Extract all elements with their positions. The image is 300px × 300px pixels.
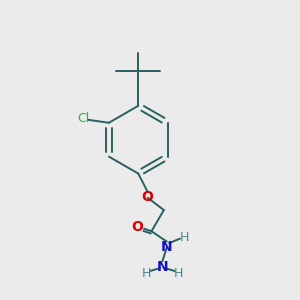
Text: Cl: Cl: [77, 112, 89, 125]
Text: H: H: [142, 267, 151, 280]
Text: O: O: [131, 220, 143, 234]
Text: O: O: [142, 190, 154, 204]
Text: N: N: [157, 260, 168, 274]
Text: H: H: [174, 267, 183, 280]
Text: N: N: [161, 240, 172, 254]
Text: H: H: [180, 231, 189, 244]
